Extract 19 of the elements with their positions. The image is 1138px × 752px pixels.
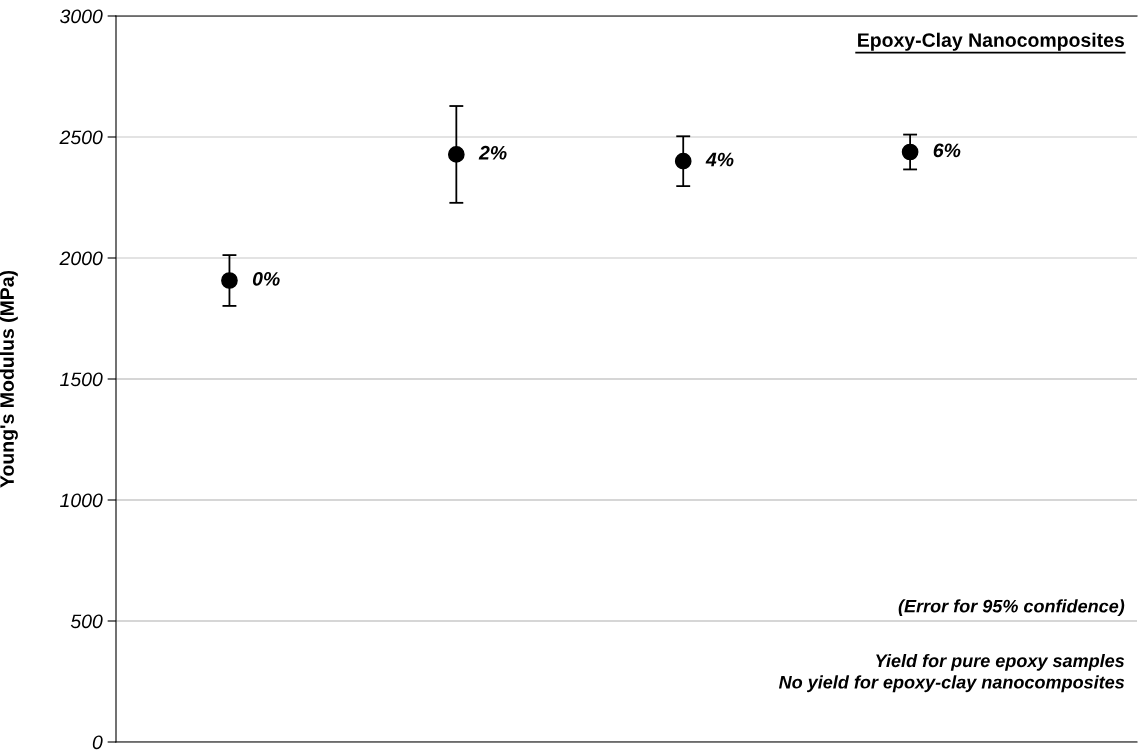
point <box>901 143 919 161</box>
annotation: Yield for pure epoxy samples No yield for epoxy-clay nanocomposites <box>778 653 1125 693</box>
point <box>447 146 465 163</box>
y-tick-label: 0 <box>92 735 103 750</box>
y-tick-label: 1500 <box>60 372 103 387</box>
point <box>221 272 238 289</box>
x-tick-label: 6% <box>933 143 961 158</box>
y-tick-label: 2500 <box>59 130 103 145</box>
y-tick-label: 1000 <box>60 493 103 508</box>
y-tick-label: 500 <box>70 614 103 629</box>
y-tick-label: 3000 <box>60 9 103 24</box>
annotation: (Error for 95% confidence) <box>898 599 1125 617</box>
x-tick-label: 4% <box>705 152 734 167</box>
text: Epoxy-Clay Nanocomposites <box>858 32 1124 51</box>
x-tick-label: 2% <box>478 145 507 160</box>
y-tick-label: 2000 <box>59 251 103 266</box>
y-axis-title: Young's Modulus (MPa) <box>0 270 18 488</box>
point <box>674 152 692 170</box>
x-tick-label: 0% <box>252 271 280 286</box>
